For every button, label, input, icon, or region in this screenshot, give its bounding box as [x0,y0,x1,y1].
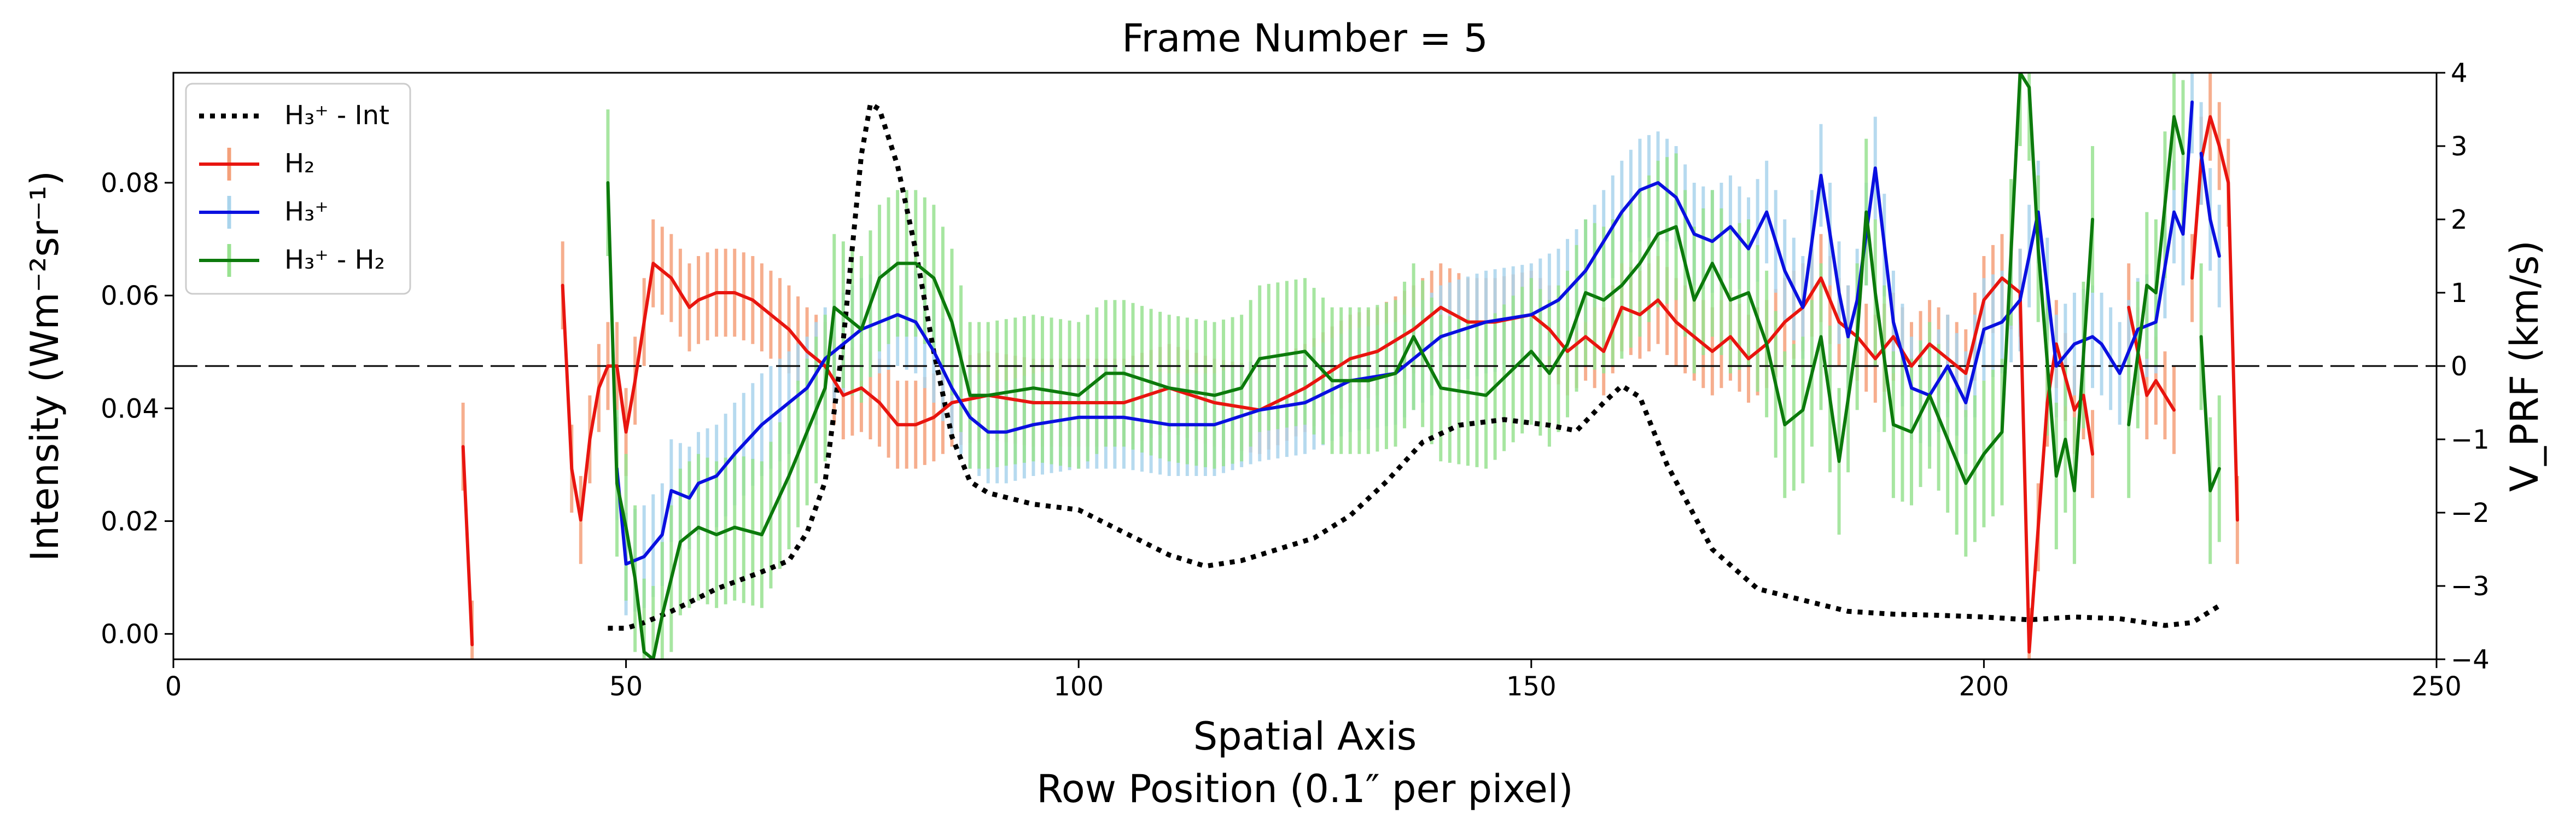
right-y-tick-label: −4 [2451,645,2490,675]
left-y-axis-ticks: 0.00 0.02 0.04 0.06 0.08 [101,168,173,650]
h-h-line-segment-2 [2127,115,2185,427]
h-int-line [608,101,2221,631]
legend-label-h2: H₂ [284,148,314,179]
right-y-tick-label: −1 [2451,425,2490,455]
h-line-segment-2 [561,262,2094,654]
x-axis-label: Spatial Axis [1193,714,1417,759]
legend-label-h3-h2: H₃⁺ - H₂ [284,245,385,275]
left-y-tick-label: 0.00 [101,619,159,650]
right-y-tick-label: −3 [2451,571,2490,602]
h-h-line-segment-3 [2199,335,2221,492]
h-line-segment-2 [2199,152,2221,258]
x-tick-label: 200 [1959,671,2009,702]
left-y-tick-label: 0.08 [101,168,159,199]
right-y-tick-label: 1 [2451,278,2468,309]
x-axis-label-secondary: Row Position (0.1″ per pixel) [1036,767,1573,811]
x-tick-label: 100 [1053,671,1104,702]
legend: H₃⁺ - Int H₂ H₃⁺ H₃⁺ - H₂ [185,83,411,295]
right-y-axis-label: V_PRF (km/s) [2502,240,2547,492]
x-tick-label: 250 [2411,671,2462,702]
legend-box [185,83,411,295]
x-tick-label: 150 [1506,671,1557,702]
legend-label-h3-int: H₃⁺ - Int [284,100,389,131]
right-y-tick-label: 4 [2451,58,2468,89]
right-y-axis-ticks: −4 −3 −2 −1 0 1 2 3 4 [2437,58,2490,675]
left-y-tick-label: 0.02 [101,506,159,537]
right-y-tick-label: −2 [2451,498,2490,529]
right-y-tick-label: 2 [2451,205,2468,235]
right-y-tick-label: 3 [2451,131,2468,162]
h-line-segment-4 [2190,115,2239,522]
x-tick-label: 50 [609,671,643,702]
series-lines-layer [461,73,2239,659]
left-y-tick-label: 0.04 [101,393,159,424]
h-line-segment-1 [615,100,2194,566]
x-axis-ticks: 0 50 100 150 200 250 [165,659,2462,702]
right-y-tick-label: 0 [2451,351,2468,382]
chart-title: Frame Number = 5 [1122,16,1488,61]
legend-label-h3: H₃⁺ [284,196,329,227]
h-h-line-segment-1 [606,73,2094,659]
x-tick-label: 0 [165,671,182,702]
left-y-axis-label: Intensity (Wm⁻²sr⁻¹) [22,171,67,561]
h-line-segment-1 [461,445,474,647]
left-y-tick-label: 0.06 [101,281,159,311]
